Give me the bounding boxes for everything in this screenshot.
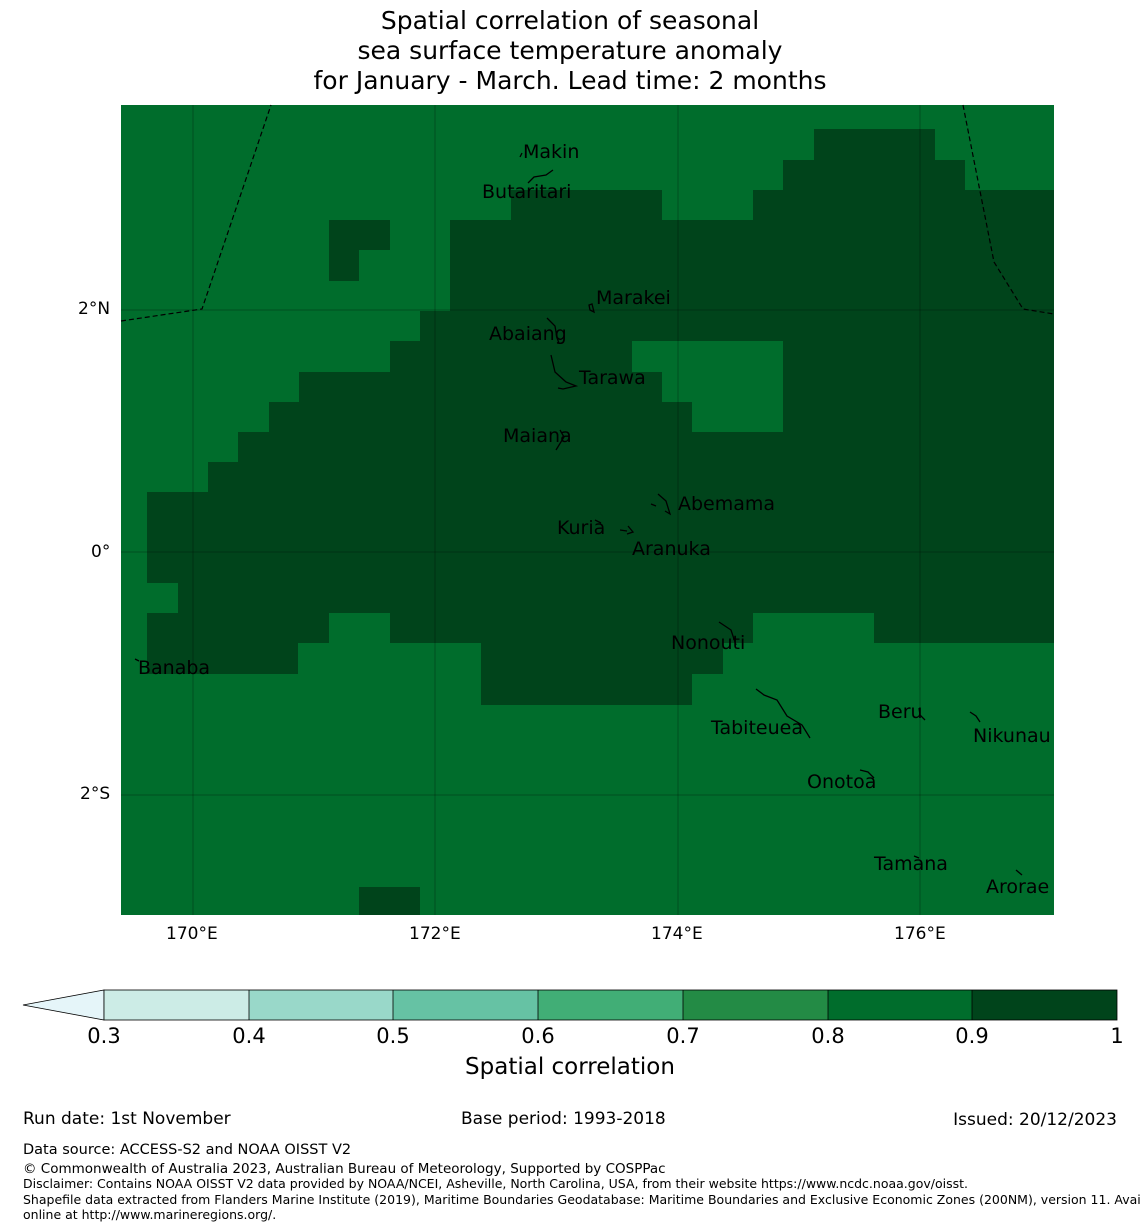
island-label-arorae: Arorae [986,876,1050,898]
island-label-banaba: Banaba [138,657,211,679]
title-line-3: for January - March. Lead time: 2 months [313,66,827,95]
title-line-2: sea surface temperature anomaly [357,36,783,65]
island-shape-butaritari [527,169,554,184]
island-shape-beru [918,707,926,721]
colorbar-segment [393,990,538,1020]
colorbar-segment [683,990,828,1020]
colorbar-title: Spatial correlation [465,1054,675,1080]
island-label-tarawa: Tarawa [579,367,646,389]
island-shape-onotoa [859,769,875,779]
island-shape-aranuka [626,525,635,535]
island-label-abaiang: Abaiang [489,323,567,345]
high-correlation-patch [329,220,390,281]
island-shape-abemama [650,493,672,516]
colorbar-tick-label: 0.7 [666,1024,700,1048]
island-label-butaritari: Butaritari [482,181,572,203]
shapefile-credit-2: online at http://www.marineregions.org/. [23,1207,277,1222]
colorbar-tick-label: 0.8 [811,1024,845,1048]
island-label-maiana: Maiana [503,425,572,447]
colorbar-segment [538,990,683,1020]
island-label-nonouti: Nonouti [671,632,746,654]
chart-title: Spatial correlation of seasonal sea surf… [0,6,1140,96]
colorbar-segment [972,990,1117,1020]
lon-tick-170: 170°E [166,924,218,944]
island-shape-tabiteuea [755,688,811,739]
disclaimer: Disclaimer: Contains NOAA OISST V2 data … [23,1176,968,1191]
colorbar-tick-label: 0.3 [87,1024,121,1048]
colorbar-under-arrow [22,989,105,1021]
eez-boundaries [120,104,1055,322]
data-source: Data source: ACCESS-S2 and NOAA OISST V2 [23,1142,352,1158]
issued-date: Issued: 20/12/2023 [953,1110,1117,1130]
colorbar-border [103,989,1118,1021]
colorbar-tick-label: 0.4 [232,1024,266,1048]
lon-tick-172: 172°E [409,924,461,944]
lon-tick-176: 176°E [894,924,946,944]
colorbar-tick-label: 1 [1110,1024,1124,1048]
run-date: Run date: 1st November [23,1109,231,1129]
title-line-1: Spatial correlation of seasonal [380,6,760,35]
high-correlation-region [147,129,1054,705]
island-label-tabiteuea: Tabiteuea [711,717,803,739]
shapefile-credit-1: Shapefile data extracted from Flanders M… [23,1192,1140,1207]
island-shape-nikunau [969,711,981,723]
colorbar-segment [249,990,393,1020]
island-label-marakei: Marakei [596,287,671,309]
island-shape-tarawa [550,354,579,390]
island-outlines [134,152,1023,876]
colorbar-segment [104,990,249,1020]
island-label-beru: Beru [878,701,923,723]
high-correlation-patch [359,887,420,915]
lat-tick-2s: 2°S [80,784,111,804]
island-shape-tamana [913,855,920,859]
colorbar [22,989,1118,1021]
island-shape-arorae [1015,869,1023,876]
island-shape-marakei [588,303,595,314]
eez-boundary-east [962,104,1055,315]
colorbar-segment [828,990,972,1020]
island-label-tamana: Tamana [874,853,948,875]
colorbar-tick-label: 0.5 [376,1024,410,1048]
colorbar-tick-label: 0.6 [521,1024,555,1048]
island-label-onotoa: Onotoa [807,771,877,793]
island-label-aranuka: Aranuka [632,538,711,560]
lat-tick-0: 0° [91,542,111,562]
lon-tick-174: 174°E [651,924,703,944]
lat-tick-2n: 2°N [78,299,111,319]
eez-boundary-west [120,104,272,322]
gridlines [121,105,1054,915]
island-label-kuria: Kuria [557,517,606,539]
island-shape-makin [519,152,523,158]
island-shape-kuria [594,519,628,532]
base-period: Base period: 1993-2018 [461,1109,666,1129]
island-label-abemama: Abemama [678,493,776,515]
island-label-makin: Makin [523,141,580,163]
island-shape-banaba [134,658,140,662]
copyright: © Commonwealth of Australia 2023, Austra… [23,1161,666,1177]
island-shape-maiana [555,429,565,451]
island-shape-abaiang [546,317,560,344]
island-label-nikunau: Nikunau [973,725,1051,747]
colorbar-tick-label: 0.9 [955,1024,989,1048]
island-shape-nonouti [718,621,737,646]
